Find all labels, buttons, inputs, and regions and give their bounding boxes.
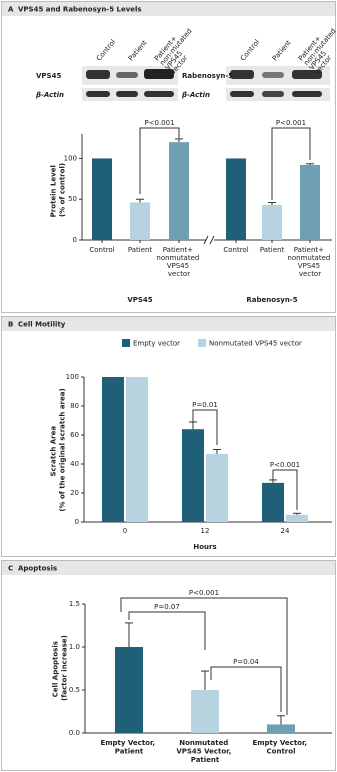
- bar: [115, 647, 143, 733]
- bar: [92, 158, 112, 240]
- panel-letter: B: [8, 321, 13, 329]
- x-tick-label: Control: [223, 246, 248, 254]
- x-tick-label: 12: [201, 527, 210, 535]
- bar: [262, 483, 284, 522]
- bar: [169, 142, 189, 240]
- p-value: P<0.001: [189, 589, 219, 597]
- row-label: Rabenosyn-5: [182, 72, 233, 80]
- lane-label: Control: [95, 38, 117, 63]
- panel-letter: C: [8, 565, 13, 573]
- x-tick-label: 0: [123, 527, 127, 535]
- lane-label: Patient: [127, 39, 149, 63]
- y-tick-label: 50: [68, 195, 77, 203]
- y-tick-label: 0.0: [69, 729, 80, 737]
- legend-swatch: [122, 339, 130, 347]
- y-tick-label: 100: [64, 154, 77, 162]
- row-label: β-Actin: [35, 91, 64, 99]
- y-tick-label: 0: [75, 518, 79, 526]
- group-label: VPS45: [127, 296, 152, 304]
- panel-letter: A: [8, 6, 14, 14]
- bar: [226, 158, 246, 240]
- y-tick-label: 20: [70, 489, 79, 497]
- panel-title: VPS45 and Rabenosyn-5 Levels: [18, 6, 142, 14]
- significance-bracket: [211, 667, 281, 712]
- p-value: P<0.001: [270, 461, 300, 469]
- lane-label: Patient: [271, 39, 293, 63]
- bar: [267, 724, 295, 733]
- bar: [262, 205, 282, 240]
- y-tick-label: 100: [66, 373, 79, 381]
- group-label: Rabenosyn-5: [246, 296, 297, 304]
- significance-bracket: [129, 612, 205, 650]
- y-tick-label: 60: [70, 431, 79, 439]
- bar: [102, 377, 124, 522]
- x-tick-label: Patient+ nonmutated VPS45 vector: [287, 246, 332, 278]
- lane-label: Control: [239, 38, 261, 63]
- page: A VPS45 and Rabenosyn-5 Levels Control Cont…: [0, 0, 337, 772]
- y-axis-label: Protein Level (% of control): [50, 163, 67, 218]
- x-axis-label: Hours: [193, 543, 216, 551]
- y-tick-label: 0: [73, 236, 77, 244]
- bar: [286, 515, 308, 522]
- x-tick-label: Empty Vector, Patient: [100, 739, 157, 756]
- bar: [300, 165, 320, 240]
- p-value: P=0.04: [233, 658, 259, 666]
- p-value: P<0.001: [276, 119, 306, 127]
- x-tick-label: Patient: [260, 246, 285, 254]
- bar: [206, 454, 228, 522]
- y-tick-label: 40: [70, 460, 79, 468]
- x-tick-label: Control: [89, 246, 114, 254]
- p-value: P=0.01: [192, 401, 218, 409]
- bar: [182, 429, 204, 522]
- bar: [130, 202, 150, 240]
- legend-swatch: [198, 339, 206, 347]
- row-label: VPS45: [36, 72, 61, 80]
- panel-title: Cell Motility: [18, 321, 66, 329]
- y-tick-label: 1.0: [69, 643, 80, 651]
- bar: [191, 690, 219, 733]
- p-value: P<0.001: [144, 119, 174, 127]
- y-tick-label: 1.5: [69, 600, 80, 608]
- row-label: β-Actin: [181, 91, 210, 99]
- legend-label: Nonmutated VPS45 vector: [209, 340, 302, 348]
- bar: [126, 377, 148, 522]
- x-tick-label: Patient: [128, 246, 153, 254]
- x-tick-label: Empty Vector, Control: [252, 739, 309, 756]
- y-tick-label: 0.5: [69, 686, 80, 694]
- panel-title: Apoptosis: [18, 565, 57, 573]
- y-tick-label: 80: [70, 402, 79, 410]
- x-tick-label: Patient+ nonmutated VPS45 vector: [156, 246, 201, 278]
- figure: A VPS45 and Rabenosyn-5 Levels Control Cont…: [0, 0, 337, 772]
- y-axis-label: Cell Apoptosis (factor increase): [52, 635, 69, 701]
- x-tick-label: 24: [281, 527, 290, 535]
- p-value: P=0.07: [154, 603, 180, 611]
- x-tick-label: Nonmutated VPS45 Vector, Patient: [176, 739, 233, 764]
- axis-break: [204, 236, 214, 244]
- legend-label: Empty vector: [133, 340, 180, 348]
- y-axis-label: Scratch Area (% of the original scratch …: [50, 388, 67, 511]
